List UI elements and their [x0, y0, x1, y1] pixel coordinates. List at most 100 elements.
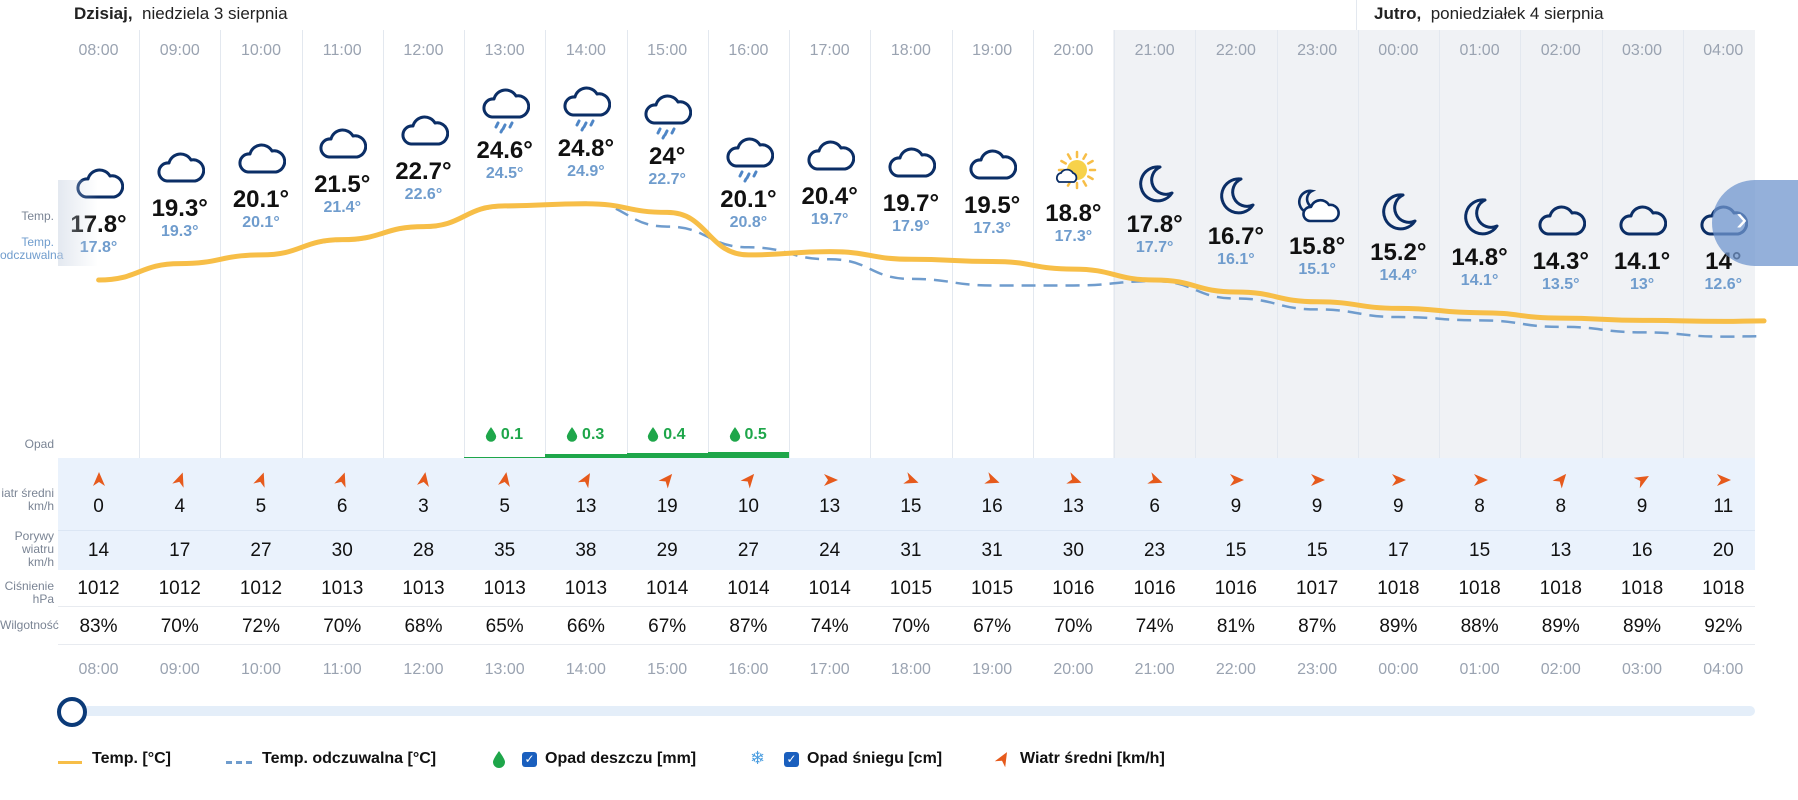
wind-direction-icon	[1229, 474, 1244, 486]
hour-feel-temp: 13°	[1629, 276, 1655, 293]
legend-rain-checkbox[interactable]: ✓	[522, 752, 537, 767]
hour-feel-temp: 24.5°	[485, 164, 524, 182]
wind-direction-icon	[253, 472, 265, 488]
rain-drop-icon	[648, 427, 659, 442]
wind-gust-value: 35	[494, 540, 516, 561]
moon-cloud-icon	[1298, 189, 1341, 223]
hour-feel-temp: 24.9°	[567, 162, 605, 180]
tomorrow-date: poniedziałek 4 sierpnia	[1430, 4, 1604, 23]
rain-drop-icon	[485, 427, 496, 442]
hour-separator	[707, 30, 709, 458]
humidity-value: 74%	[810, 616, 849, 637]
hour-time-bottom: 00:00	[1378, 661, 1419, 678]
hour-time-top: 14:00	[565, 42, 606, 59]
rain-cloud-icon	[482, 88, 530, 134]
hour-temp: 20.4°	[801, 182, 858, 210]
hour-time-top: 15:00	[647, 42, 688, 59]
rain-amount: 0.3	[582, 426, 605, 443]
hour-time-top: 00:00	[1378, 42, 1419, 59]
wind-speed-value: 13	[575, 496, 597, 517]
hour-separator	[1520, 30, 1522, 458]
hour-feel-temp: 19.3°	[160, 222, 199, 240]
wind-gust-value: 17	[169, 540, 191, 561]
wind-speed-value: 16	[981, 496, 1003, 517]
hour-time-bottom: 20:00	[1053, 661, 1094, 678]
humidity-value: 67%	[973, 616, 1012, 637]
hour-temp: 14.8°	[1451, 243, 1508, 271]
pressure-value: 1012	[158, 578, 201, 599]
humidity-value: 67%	[648, 616, 687, 637]
hour-feel-temp: 14.1°	[1460, 271, 1499, 289]
hour-separator	[1439, 30, 1441, 458]
moon-icon	[1463, 198, 1499, 236]
wind-speed-value: 15	[900, 496, 922, 517]
hour-temp: 24.8°	[557, 134, 615, 162]
pressure-value: 1018	[1620, 578, 1664, 599]
humidity-value: 70%	[1054, 616, 1093, 637]
wind-direction-icon	[984, 472, 1000, 484]
hour-separator	[1601, 30, 1603, 458]
hour-time-top: 21:00	[1134, 42, 1175, 59]
hour-feel-temp: 22.7°	[648, 171, 686, 189]
cloud-icon	[157, 152, 205, 183]
pressure-value: 1015	[889, 578, 933, 599]
hour-time-bottom: 16:00	[728, 661, 769, 678]
hour-time-bottom: 18:00	[890, 661, 931, 678]
wind-speed-value: 9	[1393, 496, 1404, 517]
cloud-icon	[238, 143, 287, 174]
chevron-right-icon[interactable]: ›	[1736, 200, 1748, 238]
wind-gust-value: 31	[981, 540, 1003, 561]
wind-gust-value: 30	[331, 540, 353, 561]
hour-temp: 20.1°	[232, 185, 290, 213]
hour-time-top: 16:00	[728, 42, 769, 59]
hour-feel-temp: 17.3°	[1054, 228, 1093, 246]
hour-temp: 19.5°	[963, 192, 1021, 220]
timeline-scrollbar-handle[interactable]	[57, 697, 87, 727]
hour-separator	[951, 30, 953, 458]
pressure-value: 1016	[1052, 578, 1095, 599]
humidity-value: 92%	[1704, 616, 1743, 637]
hour-time-top: 18:00	[890, 42, 931, 59]
wind-gust-value: 15	[1225, 540, 1247, 561]
humidity-value: 87%	[1298, 616, 1337, 637]
row-label-feel: Temp. odczuwalna	[0, 235, 64, 262]
humidity-value: 89%	[1623, 616, 1662, 637]
wind-direction-icon	[1473, 474, 1488, 486]
hour-time-bottom: 12:00	[403, 661, 444, 678]
pressure-value: 1012	[77, 578, 120, 599]
wind-direction-icon	[1311, 474, 1326, 486]
wind-gust-value: 28	[412, 540, 435, 561]
hour-separator	[382, 30, 384, 458]
wind-speed-value: 9	[1311, 496, 1323, 517]
pressure-value: 1015	[970, 578, 1014, 599]
hour-time-bottom: 08:00	[78, 661, 119, 678]
hour-separator	[1276, 30, 1278, 458]
hour-time-bottom: 09:00	[159, 661, 200, 678]
wind-direction-icon	[658, 473, 673, 489]
cloud-icon	[969, 150, 1018, 180]
wind-band-divider	[58, 530, 1755, 531]
humidity-value: 70%	[323, 616, 362, 637]
hour-temp: 16.7°	[1207, 222, 1265, 250]
pressure-value: 1014	[646, 578, 689, 599]
wind-direction-icon	[92, 472, 105, 486]
wind-direction-icon	[823, 474, 838, 486]
timeline-scrollbar-track[interactable]	[58, 706, 1755, 716]
row-label-wind: iatr średni km/h	[1, 486, 54, 513]
rain-drop-icon	[566, 427, 578, 442]
pressure-value: 1018	[1539, 578, 1582, 599]
wind-direction-icon	[1147, 472, 1163, 484]
hour-time-bottom: 13:00	[484, 661, 525, 678]
legend-snow-checkbox[interactable]: ✓	[784, 752, 799, 767]
wind-direction-icon	[1717, 474, 1732, 486]
wind-gust-value: 14	[87, 540, 110, 561]
wind-direction-icon	[334, 472, 346, 488]
legend-snow: Opad śniegu [cm]	[807, 750, 943, 767]
hour-time-top: 19:00	[972, 42, 1013, 59]
next-hours-button[interactable]	[1712, 180, 1798, 266]
wind-arrow-icon	[994, 752, 1007, 768]
humidity-divider	[58, 644, 1755, 645]
hour-time-top: 01:00	[1459, 42, 1500, 59]
hour-time-bottom: 15:00	[647, 661, 688, 678]
hour-feel-temp: 20.1°	[242, 213, 280, 231]
